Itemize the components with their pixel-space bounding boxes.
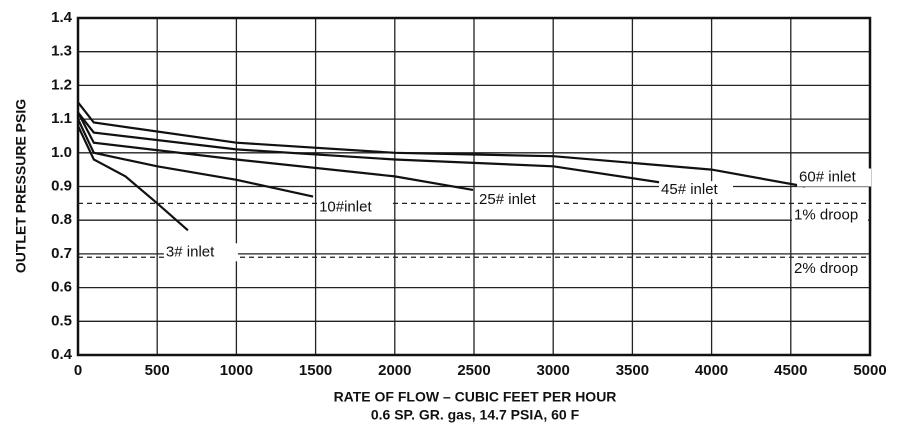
x-tick-label: 5000 — [853, 362, 886, 379]
y-tick-label: 0.5 — [51, 312, 72, 329]
x-tick-label: 4000 — [695, 362, 728, 379]
reference-label: 1% droop — [794, 206, 858, 223]
series-label: 25# inlet — [479, 191, 537, 208]
series-line — [77, 111, 666, 185]
series-label: 10#inlet — [319, 199, 372, 216]
series-line — [77, 125, 189, 232]
series-label: 3# inlet — [166, 243, 215, 260]
label-bg — [317, 198, 392, 217]
y-tick-label: 1.1 — [51, 110, 72, 127]
label-bg — [163, 243, 238, 262]
label-bg — [797, 168, 872, 187]
x-tick-label: 4500 — [774, 362, 807, 379]
x-tick-label: 1500 — [299, 362, 332, 379]
subtitle: 0.6 SP. GR. gas, 14.7 PSIA, 60 F — [371, 407, 580, 423]
x-tick-label: 0 — [74, 362, 82, 379]
series-label: 45# inlet — [661, 181, 719, 198]
x-axis-title: RATE OF FLOW – CUBIC FEET PER HOUR — [334, 389, 617, 405]
y-tick-label: 0.8 — [51, 211, 72, 228]
y-tick-label: 0.9 — [51, 177, 72, 194]
y-tick-label: 1.4 — [51, 9, 73, 26]
label-bg — [792, 205, 868, 224]
series-line — [77, 111, 474, 191]
series-line — [77, 101, 806, 188]
reference-label: 2% droop — [794, 260, 858, 277]
x-tick-label: 3500 — [616, 362, 649, 379]
y-tick-label: 0.7 — [51, 245, 72, 262]
x-tick-label: 2500 — [457, 362, 490, 379]
label-bg — [792, 259, 868, 278]
y-tick-label: 0.6 — [51, 279, 72, 296]
series-line — [77, 118, 314, 198]
label-bg — [659, 181, 734, 200]
y-axis-title: OUTLET PRESSURE PSIG — [13, 99, 29, 273]
y-tick-label: 0.4 — [51, 346, 73, 363]
label-bg — [477, 190, 552, 209]
x-tick-label: 2000 — [378, 362, 411, 379]
x-tick-label: 3000 — [537, 362, 570, 379]
x-tick-label: 500 — [145, 362, 170, 379]
y-tick-label: 1.0 — [51, 144, 72, 161]
y-tick-label: 1.2 — [51, 76, 72, 93]
x-tick-label: 1000 — [220, 362, 253, 379]
y-tick-label: 1.3 — [51, 43, 72, 60]
series-label: 60# inlet — [799, 168, 857, 185]
